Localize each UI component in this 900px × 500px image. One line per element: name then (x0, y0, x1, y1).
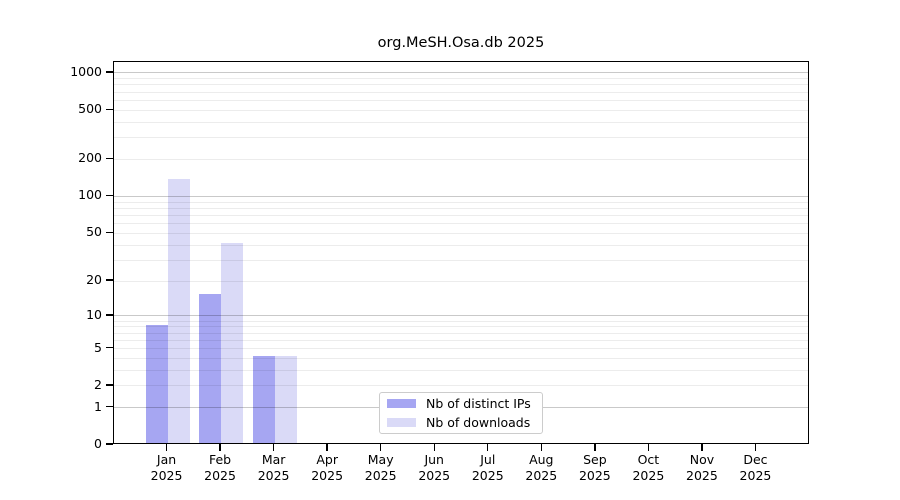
legend-item-distinct-ips: Nb of distinct IPs (387, 396, 535, 411)
x-tick-apr (326, 444, 328, 451)
gridline-80 (114, 207, 808, 209)
gridline-900 (114, 78, 808, 80)
x-tick-oct (647, 444, 650, 451)
x-tick-label-jun: Jun 2025 (418, 452, 451, 483)
x-tick-jun (433, 444, 435, 451)
gridline-30 (114, 259, 808, 261)
x-tick-label-mar: Mar 2025 (257, 452, 290, 483)
y-tick-label-10: 10 (86, 306, 102, 322)
gridline-4 (114, 357, 808, 359)
gridline-7 (114, 332, 808, 334)
y-tick-label-2: 2 (94, 376, 102, 392)
gridline-700 (114, 91, 808, 93)
x-tick-label-may: May 2025 (364, 452, 397, 483)
y-tick-5 (106, 346, 113, 349)
gridline-300 (114, 137, 808, 139)
y-tick-500 (106, 108, 113, 110)
gridline-90 (114, 201, 808, 203)
legend-label-downloads: Nb of downloads (426, 415, 531, 430)
gridline-800 (114, 84, 808, 86)
y-tick-10 (106, 314, 113, 316)
x-tick-label-jul: Jul 2025 (471, 452, 504, 483)
y-tick-label-100: 100 (78, 187, 102, 203)
x-tick-aug (540, 444, 542, 451)
y-tick-100 (106, 194, 113, 197)
gridline-60 (114, 223, 808, 225)
x-tick-jan (165, 444, 168, 451)
bar-feb-downloads (221, 243, 244, 443)
gridline-400 (114, 121, 808, 123)
y-tick-2 (106, 384, 113, 386)
bar-feb-distinct-ips (199, 293, 222, 443)
legend-swatch-downloads (387, 418, 416, 427)
y-tick-1000 (106, 71, 113, 73)
bar-mar-distinct-ips (252, 356, 275, 443)
y-tick-label-0: 0 (94, 436, 102, 451)
gridline-10 (114, 315, 808, 317)
y-tick-label-50: 50 (86, 224, 102, 240)
y-tick-200 (106, 157, 113, 160)
x-tick-nov (701, 444, 703, 451)
gridline-50 (114, 232, 808, 234)
y-tick-label-1: 1 (94, 398, 102, 414)
chart-title: org.MeSH.Osa.db 2025 (377, 35, 545, 51)
y-tick-label-500: 500 (78, 101, 102, 117)
gridline-200 (114, 158, 808, 160)
gridline-70 (114, 214, 808, 216)
x-tick-mar (272, 444, 275, 451)
x-tick-label-feb: Feb 2025 (204, 452, 236, 483)
legend-item-downloads: Nb of downloads (387, 415, 535, 430)
bar-mar-downloads (274, 356, 297, 443)
gridline-3 (114, 369, 808, 371)
x-tick-label-apr: Apr 2025 (311, 452, 344, 483)
gridline-600 (114, 99, 808, 101)
gridline-6 (114, 339, 808, 341)
gridline-500 (114, 109, 808, 111)
gridline-40 (114, 244, 808, 246)
x-tick-may (379, 444, 382, 451)
x-tick-feb (219, 444, 221, 451)
gridline-100 (114, 195, 808, 197)
x-tick-label-jan: Jan 2025 (150, 452, 183, 483)
gridline-20 (114, 280, 808, 282)
legend-label-distinct-ips: Nb of distinct IPs (426, 396, 531, 411)
y-tick-label-200: 200 (78, 150, 102, 166)
y-tick-label-1000: 1000 (70, 63, 102, 79)
y-tick-label-5: 5 (94, 339, 102, 355)
y-tick-1 (106, 405, 113, 408)
x-tick-dec (754, 444, 757, 451)
x-tick-sep (594, 444, 596, 451)
bar-jan-distinct-ips (145, 324, 168, 443)
x-tick-label-aug: Aug 2025 (525, 452, 558, 483)
gridline-9 (114, 320, 808, 322)
x-tick-label-nov: Nov 2025 (686, 452, 718, 483)
plot-area (113, 61, 809, 444)
gridline-1000 (114, 72, 808, 74)
gridline-5 (114, 348, 808, 349)
y-tick-0 (106, 443, 113, 445)
x-tick-label-oct: Oct 2025 (632, 452, 665, 483)
y-tick-20 (106, 279, 113, 281)
legend: Nb of distinct IPs Nb of downloads (379, 392, 543, 434)
bar-jan-downloads (167, 178, 190, 443)
y-tick-50 (106, 231, 113, 233)
gridline-8 (114, 326, 808, 328)
x-tick-label-dec: Dec 2025 (739, 452, 772, 483)
y-tick-label-20: 20 (86, 272, 102, 288)
gridline-2 (114, 385, 808, 387)
x-tick-label-sep: Sep 2025 (578, 452, 611, 483)
x-tick-jul (487, 444, 489, 451)
legend-swatch-distinct-ips (387, 399, 416, 408)
